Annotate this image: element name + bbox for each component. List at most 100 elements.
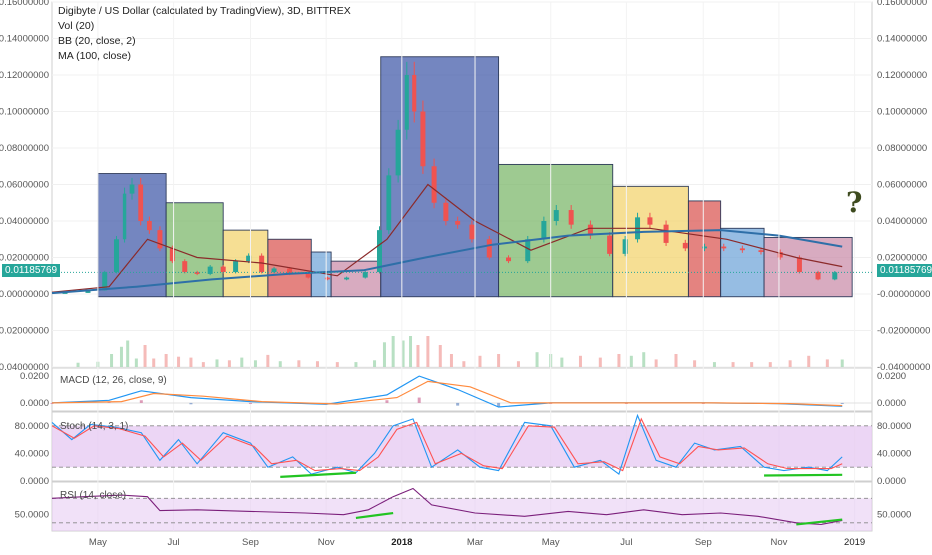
chart-title: Digibyte / US Dollar (calculated by Trad…	[58, 5, 351, 17]
volume-bar	[354, 362, 358, 367]
main-y-tick-right: 0.16000000	[877, 0, 927, 8]
main-y-tick-left: -0.04000000	[0, 362, 49, 373]
candle-body	[386, 175, 392, 231]
stoch-y-tick-left: 40.0000	[15, 448, 49, 459]
main-y-tick-left: -0.00000000	[0, 289, 49, 300]
main-y-tick-right: 0.12000000	[877, 70, 927, 81]
main-y-tick-right: -0.02000000	[877, 326, 930, 337]
candle-body	[246, 255, 252, 262]
macd-histogram-bar	[248, 402, 252, 404]
volume-bar	[654, 359, 658, 367]
ma-100-line	[51, 229, 843, 295]
candle-body	[182, 261, 188, 273]
volume-bar	[788, 360, 792, 367]
stoch-trendline	[280, 471, 356, 478]
x-tick-label: Jul	[620, 537, 632, 548]
candle-body	[85, 290, 91, 293]
candle-body	[721, 246, 727, 249]
candle-body	[486, 239, 492, 258]
main-y-tick-left: 0.02000000	[0, 253, 49, 264]
macd-pane-title: MACD (12, 26, close, 9)	[60, 375, 167, 386]
macd-histogram-bar	[189, 402, 193, 405]
candle-body	[259, 255, 265, 273]
candle-body	[324, 277, 330, 280]
volume-bar	[189, 357, 193, 367]
x-tick-label: Sep	[695, 537, 712, 548]
candle-body	[568, 210, 574, 225]
volume-bar	[315, 361, 319, 367]
stoch-d-line	[51, 417, 843, 472]
volume-bar	[449, 354, 453, 367]
volume-bar	[401, 340, 405, 367]
volume-bar	[693, 360, 697, 367]
volume-bar	[126, 340, 130, 367]
macd-line	[51, 375, 843, 408]
candle-body	[114, 239, 120, 273]
main-y-tick-right: 0.10000000	[877, 107, 927, 118]
x-tick-label: Sep	[242, 537, 259, 548]
candle-body	[129, 184, 135, 194]
rsi-y-tick-left: 50.0000	[15, 510, 49, 521]
candle-body	[525, 239, 531, 262]
volume-bar	[266, 354, 270, 367]
x-tick-label: Nov	[771, 537, 788, 548]
volume-bar	[409, 336, 413, 367]
candle-body	[157, 230, 163, 249]
main-y-tick-right: -0.00000000	[877, 289, 930, 300]
volume-bar	[152, 358, 156, 367]
value-box-5	[330, 260, 382, 298]
main-y-tick-left: 0.06000000	[0, 180, 49, 191]
volume-bar	[578, 355, 582, 367]
macd-histogram-bar	[497, 402, 501, 407]
main-y-tick-right: 0.04000000	[877, 216, 927, 227]
volume-bar	[617, 354, 621, 367]
volume-bar	[750, 362, 754, 367]
macd-y-tick-left: 0.0000	[20, 398, 49, 409]
annotation-question-mark: ?	[846, 186, 863, 219]
volume-bar	[768, 362, 772, 367]
macd-y-tick-right: 0.0000	[877, 398, 906, 409]
candle-body	[758, 250, 764, 253]
last-price-left: 0.01185769	[2, 264, 61, 277]
last-price-right: 0.01185769	[877, 264, 932, 277]
volume-bar	[629, 355, 633, 367]
macd-histogram-bar	[50, 402, 54, 404]
volume-bar	[373, 360, 377, 367]
volume-bar	[516, 361, 520, 367]
main-y-tick-left: 0.14000000	[0, 34, 49, 45]
macd-y-tick-left: 0.0200	[20, 371, 49, 382]
macd-histogram-bar	[456, 402, 460, 406]
x-tick-label: Mar	[467, 537, 483, 548]
legend-bb: BB (20, close, 2)	[58, 35, 136, 47]
main-y-tick-left: -0.02000000	[0, 326, 49, 337]
candle-body	[169, 248, 175, 262]
macd-histogram-bar	[417, 397, 421, 403]
candle-body	[587, 224, 593, 236]
value-box-6	[380, 56, 500, 298]
candle-body	[138, 184, 144, 221]
rsi-trendline	[355, 511, 394, 520]
x-tick-label: May	[89, 537, 107, 548]
rsi-line	[51, 487, 843, 526]
volume-bar	[297, 360, 301, 367]
candle-body	[271, 268, 277, 273]
stoch-pane-title: Stoch (14, 3, 1)	[60, 421, 129, 432]
macd-histogram-bar	[139, 400, 143, 403]
rsi-y-tick-right: 50.0000	[877, 510, 911, 521]
volume-bar	[825, 359, 829, 367]
volume-bar	[497, 354, 501, 367]
volume-bar	[478, 355, 482, 367]
volume-bar	[731, 362, 735, 367]
stoch-y-tick-right: 40.0000	[877, 448, 911, 459]
volume-bar	[143, 345, 147, 367]
volume-bar	[119, 346, 123, 367]
volume-bar	[335, 362, 339, 367]
bb-basis-line	[51, 183, 843, 293]
candle-body	[702, 246, 708, 249]
candle-body	[395, 129, 401, 176]
rsi-pane-title: RSI (14, close)	[60, 490, 127, 501]
stoch-y-tick-right: 0.0000	[877, 476, 906, 487]
candle-body	[102, 272, 108, 291]
